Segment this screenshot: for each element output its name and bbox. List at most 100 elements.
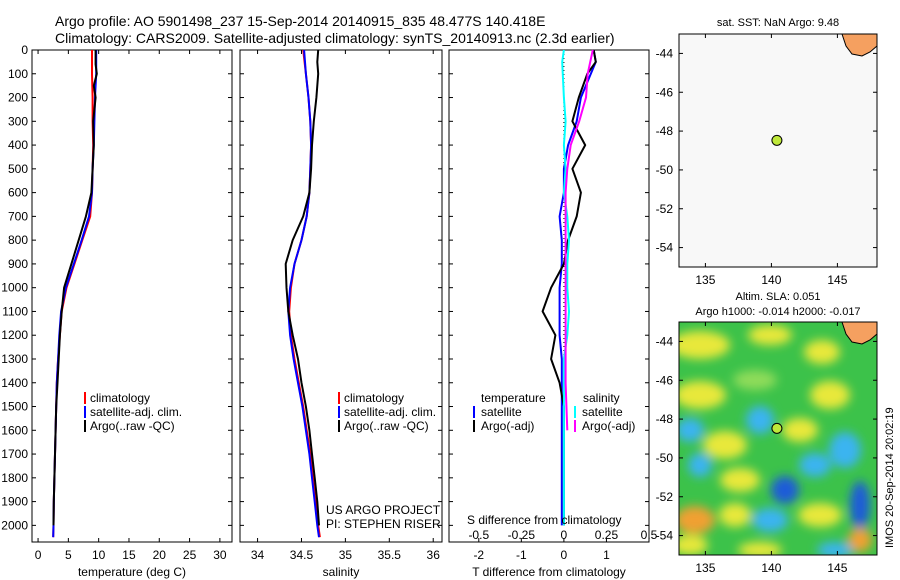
depth-tick-label: 1700 [1,447,28,461]
x-tick-label: 30 [213,548,227,562]
sla-anomaly-blob [720,468,760,492]
temperature-panel-frame [31,49,233,543]
sla-anomaly-blob [798,503,842,527]
series-line-argo-raw-qc- [284,49,320,526]
sla-anomaly-blob [782,418,818,442]
sla-anomaly-blob [848,528,872,552]
depth-tick-label: 1600 [1,423,28,437]
x-tick-label: 15 [122,548,136,562]
sla-anomaly-blob [703,431,747,459]
series-line-salinity-satellite [561,49,570,526]
difference-plot: -2 -1 0 1 -0.5 -0.25 0 0.25 0.5 [468,49,658,562]
sla-anomaly-blob [679,381,726,409]
sla-anomaly-blob [752,508,788,532]
depth-tick-label: 100 [8,67,28,81]
top-tick-label: -0.25 [508,528,536,542]
depth-tick-label: 1000 [1,281,28,295]
imos-watermark: IMOS 20-Sep-2014 20:02:19 [884,407,896,548]
legend-sal-argo-label: Argo(-adj) [582,419,635,433]
map-y-tick-label: -50 [656,451,674,465]
x-tick-label: 1 [603,548,610,562]
x-tick-label: 20 [153,548,167,562]
x-tick-label: 25 [183,548,197,562]
legend-argo-label: Argo(..raw -QC) [344,419,429,433]
top-tick-label: 0 [561,528,568,542]
sla-anomaly-blob [746,406,774,434]
title-line-2: Climatology: CARS2009. Satellite-adjuste… [55,30,615,46]
difference-legend: temperature satellite Argo(-adj) salinit… [467,391,635,527]
project-label: US ARGO PROJECT [326,503,441,517]
depth-tick-label: 700 [8,209,28,223]
temperature-plot: 0 5 10 15 20 25 30 [35,50,227,562]
sla-anomaly-blob [850,481,870,529]
top-tick-label: -0.5 [468,528,489,542]
x-tick-label: 34.5 [290,548,314,562]
series-line-temperature-satellite [558,49,597,526]
depth-tick-label: 1500 [1,400,28,414]
sla-anomaly-blob [733,370,777,390]
map-y-tick-label: -50 [656,163,674,177]
sla-anomaly-blob [719,503,751,527]
pi-label: PI: STEPHEN RISER [326,517,441,531]
salinity-legend: climatology satellite-adj. clim. Argo(..… [326,391,441,531]
map-x-tick-label: 135 [695,561,715,575]
top-tick-label: 0.25 [595,528,619,542]
x-tick-label: -2 [473,548,484,562]
legend-temperature-title: temperature [481,391,546,405]
map-x-tick-label: 145 [827,561,847,575]
sla-anomaly-blob [804,340,840,364]
x-tick-label: 34 [251,548,265,562]
x-tick-label: -1 [516,548,527,562]
sst-map: 135 140 145 -44 -46 -48 -50 -52 -54 [656,33,878,287]
sla-anomaly-blob [771,476,799,504]
depth-tick-label: 0 [21,43,28,57]
legend-satellite-label: satellite-adj. clim. [90,405,182,419]
x-tick-label: 0 [561,548,568,562]
x-tick-label: 35.5 [378,548,402,562]
sla-map: 135 140 145 -44 -46 -48 -50 -52 -54 [656,321,878,575]
argo-float-marker [771,422,783,434]
map-y-tick-label: -46 [656,373,674,387]
depth-tick-label: 1100 [2,304,28,318]
series-line-argo-raw-qc- [52,50,98,526]
map-x-tick-label: 145 [827,273,847,287]
x-tick-label: 0 [35,548,42,562]
map-y-tick-label: -46 [656,85,674,99]
sla-blobs [679,325,872,555]
legend-temp-argo-label: Argo(-adj) [481,419,534,433]
depth-tick-label: 500 [8,162,28,176]
legend-climatology-label: climatology [90,391,150,405]
sla-anomaly-blob [748,325,792,345]
depth-tick-label: 1800 [1,471,28,485]
sla-anomaly-blob [679,418,704,442]
depth-tick-label: 200 [8,91,28,105]
sla-axes: 135 140 145 -44 -46 -48 -50 -52 -54 [656,322,877,575]
series-line-salinity-argo-adj- [564,49,594,431]
top-tick-label: 0.5 [641,528,658,542]
map-y-tick-label: -48 [656,124,674,138]
sla-map-frame [678,321,878,556]
sla-anomaly-blob [829,432,861,468]
map-x-tick-label: 140 [761,561,781,575]
map-y-tick-label: -54 [656,529,674,543]
depth-tick-label: 300 [8,114,28,128]
salinity-xlabel: salinity [323,565,360,579]
sla-anomaly-blob [799,453,831,477]
sla-anomaly-blob [679,535,708,555]
sla-anomaly-blob [810,381,850,409]
map-x-tick-label: 135 [695,273,715,287]
depth-tick-label: 800 [8,233,28,247]
legend-climatology-label: climatology [344,391,404,405]
sst-map-frame [678,33,878,268]
map-y-tick-label: -52 [656,490,674,504]
legend-salinity-title: salinity [583,391,620,405]
tasmania-land [841,33,878,57]
x-tick-label: 10 [92,548,106,562]
sst-map-title: sat. SST: NaN Argo: 9.48 [717,17,839,29]
argo-float-marker [771,134,783,146]
map-x-tick-label: 140 [761,273,781,287]
legend-argo-label: Argo(..raw -QC) [90,419,175,433]
depth-axis: 0 100 200 300 400 500 600 700 800 900 1000 1100 1200… [1,43,649,532]
title-line-1: Argo profile: AO 5901498_237 15-Sep-2014… [55,13,545,29]
